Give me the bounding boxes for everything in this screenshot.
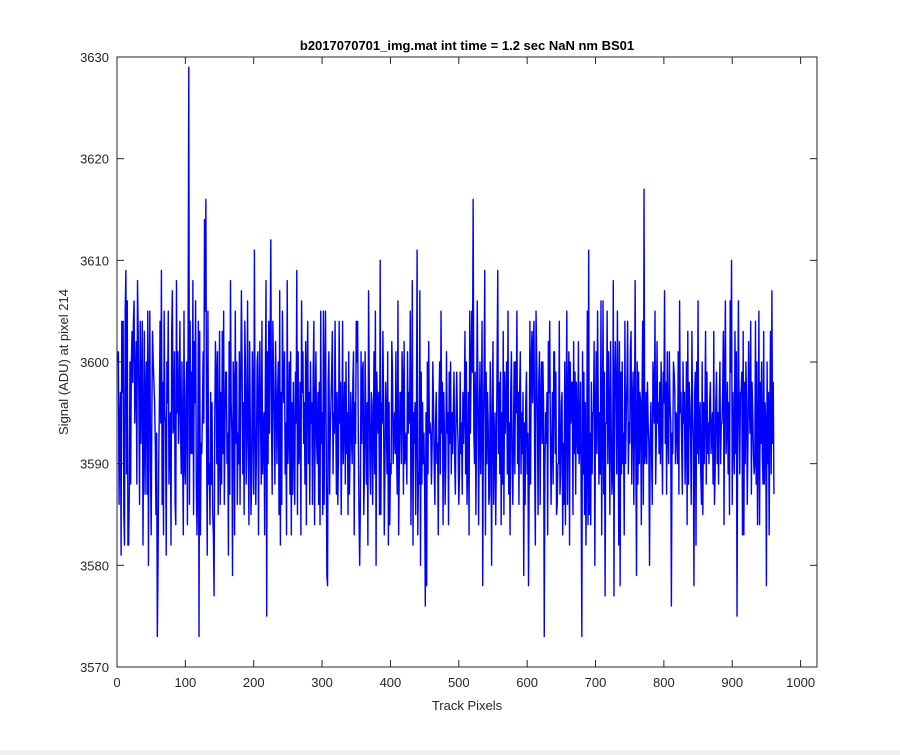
y-tick-label: 3580 [80, 558, 109, 573]
x-tick-label: 200 [243, 675, 265, 690]
x-tick-label: 900 [721, 675, 743, 690]
tick-labels: 0 100 200 300 400 500 600 700 800 900 1000 3570 3580… [80, 50, 815, 690]
x-tick-label: 100 [175, 675, 197, 690]
y-tick-label: 3630 [80, 50, 109, 65]
y-tick-label: 3570 [80, 660, 109, 675]
x-tick-label: 0 [113, 675, 120, 690]
chart-title: b2017070701_img.mat int time = 1.2 sec N… [300, 38, 634, 53]
x-tick-label: 400 [380, 675, 402, 690]
signal-series-line [116, 66, 775, 638]
x-tick-label: 600 [516, 675, 538, 690]
x-tick-label: 700 [585, 675, 607, 690]
y-tick-label: 3610 [80, 253, 109, 268]
x-tick-label: 300 [311, 675, 333, 690]
y-tick-label: 3620 [80, 152, 109, 167]
y-tick-label: 3600 [80, 355, 109, 370]
axes-box [116, 56, 818, 668]
x-axis-label: Track Pixels [432, 698, 503, 713]
x-tick-label: 800 [653, 675, 675, 690]
x-tick-label: 1000 [786, 675, 815, 690]
y-tick-label: 3590 [80, 457, 109, 472]
x-tick-label: 500 [448, 675, 470, 690]
y-axis-label: Signal (ADU) at pixel 214 [56, 289, 71, 435]
